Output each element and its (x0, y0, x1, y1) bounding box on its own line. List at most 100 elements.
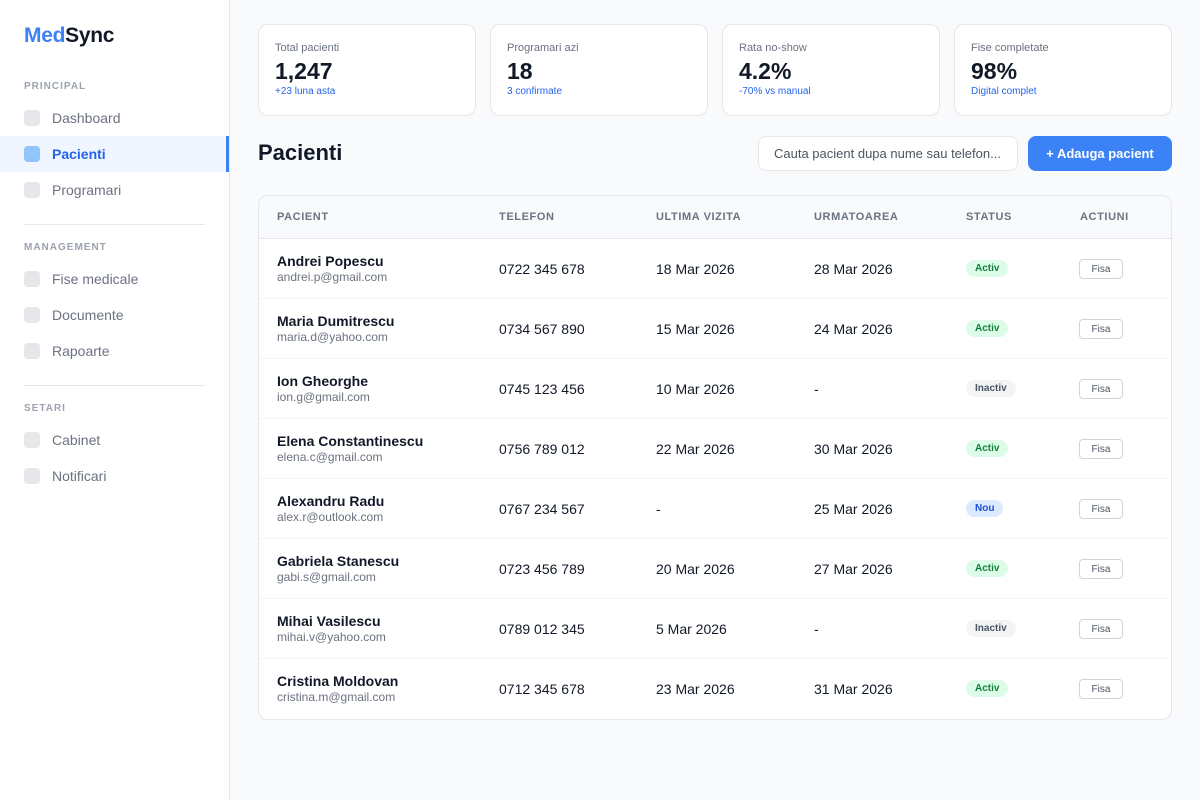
sidebar-item-label: Pacienti (52, 146, 106, 162)
sidebar-item-cabinet[interactable]: Cabinet (0, 422, 229, 458)
table-row[interactable]: Gabriela Stanescu gabi.s@gmail.com 0723 45… (259, 539, 1171, 599)
patient-name[interactable]: Mihai Vasilescu (277, 613, 381, 629)
stat-card-fise-completate: Fise completate 98% Digital complet (954, 24, 1172, 116)
patient-name[interactable]: Maria Dumitrescu (277, 313, 395, 329)
sidebar-item-programari[interactable]: Programari (0, 172, 229, 208)
last-visit-cell: 10 Mar 2026 (656, 381, 735, 397)
patient-email: andrei.p@gmail.com (277, 270, 388, 284)
documents-icon (24, 307, 40, 323)
next-visit-cell: 27 Mar 2026 (814, 561, 893, 577)
table-row[interactable]: Ion Gheorghe ion.g@gmail.com 0745 123 456 1… (259, 359, 1171, 419)
add-patient-button[interactable]: + Adauga pacient (1028, 136, 1172, 171)
patient-email: mihai.v@yahoo.com (277, 630, 386, 644)
patient-email: gabi.s@gmail.com (277, 570, 376, 584)
sidebar-divider (24, 385, 205, 386)
stat-label: Total pacienti (275, 42, 340, 54)
next-visit-cell: 31 Mar 2026 (814, 681, 893, 697)
status-badge: Nou (966, 500, 1004, 517)
logo-accent-text: Med (24, 24, 66, 47)
stat-value: 18 (507, 58, 533, 84)
patient-name[interactable]: Ion Gheorghe (277, 373, 368, 389)
open-file-button[interactable]: Fisa (1079, 679, 1123, 699)
open-file-button[interactable]: Fisa (1079, 499, 1123, 519)
status-badge: Activ (966, 440, 1009, 457)
table-row[interactable]: Elena Constantinescu elena.c@gmail.com 075… (259, 419, 1171, 479)
patient-email: ion.g@gmail.com (277, 390, 370, 404)
phone-cell: 0767 234 567 (499, 501, 585, 517)
status-badge: Activ (966, 680, 1009, 697)
sidebar-item-label: Documente (52, 307, 124, 323)
column-header-status[interactable]: STATUS (966, 211, 1012, 223)
open-file-button[interactable]: Fisa (1079, 439, 1123, 459)
stat-value: 98% (971, 58, 1018, 84)
table-header: PACIENT TELEFON ULTIMA VIZITA URMATOAREA… (259, 196, 1171, 239)
reports-icon (24, 343, 40, 359)
phone-cell: 0734 567 890 (499, 321, 585, 337)
patient-email: elena.c@gmail.com (277, 450, 383, 464)
last-visit-cell: 22 Mar 2026 (656, 441, 735, 457)
phone-cell: 0789 012 345 (499, 621, 585, 637)
last-visit-cell: 5 Mar 2026 (656, 621, 727, 637)
table-row[interactable]: Andrei Popescu andrei.p@gmail.com 0722 345… (259, 239, 1171, 299)
sidebar-item-rapoarte[interactable]: Rapoarte (0, 333, 229, 369)
stat-value: 4.2% (739, 58, 792, 84)
next-visit-cell: 25 Mar 2026 (814, 501, 893, 517)
open-file-button[interactable]: Fisa (1079, 559, 1123, 579)
stat-subtext: +23 luna asta (275, 86, 336, 97)
sidebar: MedSync PRINCIPAL Dashboard Pacienti Pro… (0, 0, 230, 800)
column-header-ultima-vizita[interactable]: ULTIMA VIZITA (656, 211, 742, 223)
sidebar-item-pacienti[interactable]: Pacienti (0, 136, 229, 172)
column-header-urmatoarea[interactable]: URMATOAREA (814, 211, 899, 223)
status-badge: Inactiv (966, 380, 1016, 397)
last-visit-cell: 18 Mar 2026 (656, 261, 735, 277)
table-row[interactable]: Mihai Vasilescu mihai.v@yahoo.com 0789 012… (259, 599, 1171, 659)
phone-cell: 0712 345 678 (499, 681, 585, 697)
sidebar-item-label: Notificari (52, 468, 107, 484)
open-file-button[interactable]: Fisa (1079, 379, 1123, 399)
column-header-actiuni: ACTIUNI (1080, 211, 1129, 223)
stat-label: Rata no-show (739, 42, 807, 54)
sidebar-item-fise-medicale[interactable]: Fise medicale (0, 261, 229, 297)
bell-icon (24, 468, 40, 484)
stat-subtext: Digital complet (971, 86, 1037, 97)
last-visit-cell: 20 Mar 2026 (656, 561, 735, 577)
app-logo[interactable]: MedSync (24, 24, 114, 48)
open-file-button[interactable]: Fisa (1079, 619, 1123, 639)
last-visit-cell: 23 Mar 2026 (656, 681, 735, 697)
search-input[interactable] (758, 136, 1018, 171)
patient-name[interactable]: Gabriela Stanescu (277, 553, 400, 569)
stat-subtext: -70% vs manual (739, 86, 811, 97)
table-row[interactable]: Maria Dumitrescu maria.d@yahoo.com 0734 56… (259, 299, 1171, 359)
calendar-icon (24, 182, 40, 198)
sidebar-item-documente[interactable]: Documente (0, 297, 229, 333)
stat-card-programari-azi: Programari azi 18 3 confirmate (490, 24, 708, 116)
open-file-button[interactable]: Fisa (1079, 319, 1123, 339)
status-badge: Activ (966, 320, 1009, 337)
next-visit-cell: 24 Mar 2026 (814, 321, 893, 337)
next-visit-cell: 28 Mar 2026 (814, 261, 893, 277)
next-visit-cell: - (814, 621, 819, 637)
section-title-setari: SETARI (24, 403, 66, 414)
sidebar-item-label: Rapoarte (52, 343, 110, 359)
column-header-pacient[interactable]: PACIENT (277, 211, 329, 223)
patient-name[interactable]: Andrei Popescu (277, 253, 384, 269)
patient-name[interactable]: Cristina Moldovan (277, 673, 399, 689)
sidebar-divider (24, 224, 205, 225)
stat-label: Fise completate (971, 42, 1049, 54)
patient-email: cristina.m@gmail.com (277, 690, 396, 704)
sidebar-item-notificari[interactable]: Notificari (0, 458, 229, 494)
table-row[interactable]: Cristina Moldovan cristina.m@gmail.com 071… (259, 659, 1171, 719)
stat-subtext: 3 confirmate (507, 86, 563, 97)
next-visit-cell: 30 Mar 2026 (814, 441, 893, 457)
sidebar-item-label: Cabinet (52, 432, 101, 448)
patient-name[interactable]: Elena Constantinescu (277, 433, 424, 449)
table-row[interactable]: Alexandru Radu alex.r@outlook.com 0767 234… (259, 479, 1171, 539)
sidebar-item-dashboard[interactable]: Dashboard (0, 100, 229, 136)
open-file-button[interactable]: Fisa (1079, 259, 1123, 279)
next-visit-cell: - (814, 381, 819, 397)
patient-name[interactable]: Alexandru Radu (277, 493, 385, 509)
sidebar-item-label: Programari (52, 182, 122, 198)
column-header-telefon[interactable]: TELEFON (499, 211, 555, 223)
last-visit-cell: - (656, 501, 661, 517)
medical-file-icon (24, 271, 40, 287)
